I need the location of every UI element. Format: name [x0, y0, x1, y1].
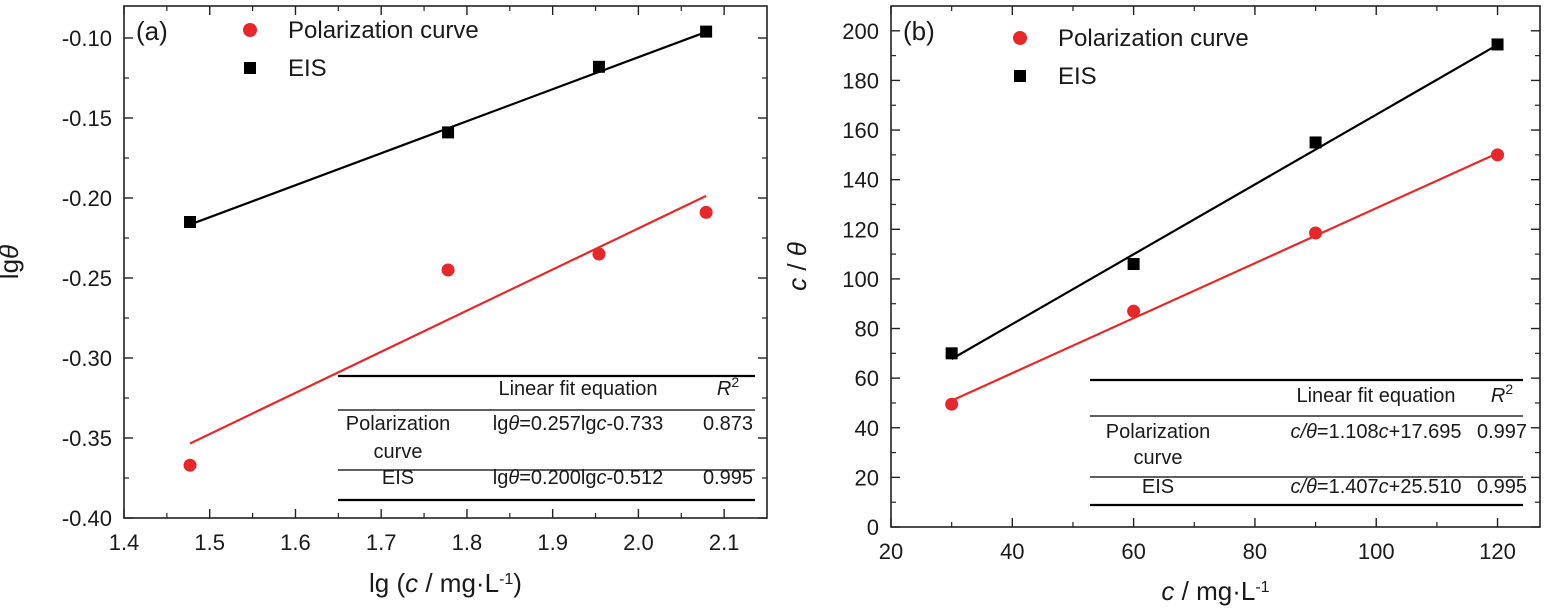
point-eis: [1309, 136, 1322, 149]
legend-marker-eis: [244, 62, 256, 74]
x-tick-label: 100: [1358, 539, 1395, 564]
y-tick-label: 40: [855, 416, 879, 441]
fit-line-polarization: [951, 152, 1498, 402]
x-tick-label: 1.4: [109, 530, 140, 555]
y-tick-label: 100: [842, 267, 879, 292]
fit-line-eis: [951, 43, 1499, 360]
x-tick-label: 120: [1479, 539, 1516, 564]
point-polarization: [945, 397, 959, 411]
y-tick-label: -0.10: [62, 26, 112, 51]
table-header-r2: R2: [1491, 381, 1513, 407]
point-eis: [184, 216, 197, 228]
point-eis: [700, 25, 713, 38]
table-row-r2: 0.995: [1477, 476, 1527, 498]
y-tick-label: 180: [842, 68, 879, 93]
panel-b: 20 40 60 80 100 12002040608010012014016018020…: [782, 5, 1541, 606]
fit-line-polarization: [189, 194, 707, 445]
table-row-r2: 0.997: [1477, 421, 1527, 443]
table-row-r2: 0.995: [703, 467, 753, 489]
x-tick-label: 2.1: [709, 530, 740, 555]
panel-label: (b): [903, 16, 935, 46]
legend-label-eis: EIS: [1058, 63, 1097, 90]
x-tick-label: 1.5: [194, 530, 225, 555]
legend-marker-polarization: [243, 23, 257, 37]
table-row-equation: c/θ=1.407c+25.510: [1291, 476, 1462, 498]
x-tick-label: 1.6: [280, 530, 311, 555]
y-tick-label: 0: [867, 515, 879, 540]
x-tick-label: 20: [879, 539, 903, 564]
legend-marker-polarization: [1013, 31, 1027, 45]
y-tick-label: -0.25: [62, 266, 112, 291]
y-tick-label: 200: [842, 19, 879, 44]
panel-label: (a): [136, 16, 168, 46]
plot-frame: [123, 5, 768, 519]
table-row-equation: c/θ=1.108c+17.695: [1291, 421, 1462, 443]
x-tick-label: 1.9: [537, 530, 568, 555]
point-eis: [442, 126, 455, 139]
y-tick-label: 140: [842, 168, 879, 193]
x-tick-label: 2.0: [623, 530, 654, 555]
x-tick-label: 1.8: [452, 530, 483, 555]
point-eis: [1127, 258, 1140, 271]
point-eis: [1491, 38, 1504, 51]
plot-frame: [890, 5, 1541, 528]
x-tick-label: 40: [1000, 539, 1024, 564]
table-row-label: Polarization: [346, 413, 451, 435]
table-header-equation: Linear fit equation: [498, 378, 657, 400]
point-polarization: [1127, 304, 1141, 318]
y-axis-title: c / θ: [782, 242, 812, 291]
legend-label-polarization: Polarization curve: [1058, 25, 1249, 52]
point-polarization: [592, 247, 606, 261]
legend-label-eis: EIS: [288, 55, 327, 82]
table-row-label: EIS: [382, 467, 414, 489]
legend-marker-eis: [1014, 70, 1026, 82]
y-tick-label: 160: [842, 118, 879, 143]
y-tick-label: -0.40: [62, 506, 112, 531]
x-tick-label: 1.7: [366, 530, 397, 555]
x-tick-label: 80: [1243, 539, 1267, 564]
y-tick-label: 80: [855, 317, 879, 342]
table-row-r2: 0.873: [703, 413, 753, 435]
point-polarization: [1309, 226, 1323, 240]
y-tick-label: -0.20: [62, 186, 112, 211]
x-axis-title: c / mg·L-1: [1161, 576, 1269, 606]
point-polarization: [183, 458, 197, 472]
table-header-r2: R2: [717, 374, 739, 400]
table-header-equation: Linear fit equation: [1296, 385, 1455, 407]
y-tick-label: -0.35: [62, 426, 112, 451]
point-polarization: [699, 205, 713, 219]
x-tick-label: 60: [1121, 539, 1145, 564]
y-axis-title: lgθ: [0, 245, 24, 279]
point-polarization: [441, 263, 455, 277]
y-tick-label: 60: [855, 366, 879, 391]
x-axis-title: lg (c / mg·L-1): [369, 568, 522, 598]
y-tick-label: -0.15: [62, 106, 112, 131]
point-eis: [945, 347, 958, 360]
legend-label-polarization: Polarization curve: [288, 17, 479, 44]
table-row-label-cont: curve: [1134, 447, 1183, 469]
table-row-label: EIS: [1142, 476, 1174, 498]
table-row-label-cont: curve: [374, 441, 423, 463]
table-row-label: Polarization: [1106, 421, 1211, 443]
y-tick-label: 20: [855, 465, 879, 490]
panel-a: 1.4 1.5 1.6 1.7 1.8 1.9 2.0 2.1 -0.40 -0.35 -0.30 -…: [0, 5, 768, 598]
y-tick-label: 120: [842, 217, 879, 242]
table-row-equation: lgθ=0.257lgc-0.733: [493, 413, 663, 435]
table-row-equation: lgθ=0.200lgc-0.512: [493, 467, 663, 489]
y-tick-label: -0.30: [62, 346, 112, 371]
point-eis: [592, 60, 605, 73]
point-polarization: [1491, 148, 1505, 162]
